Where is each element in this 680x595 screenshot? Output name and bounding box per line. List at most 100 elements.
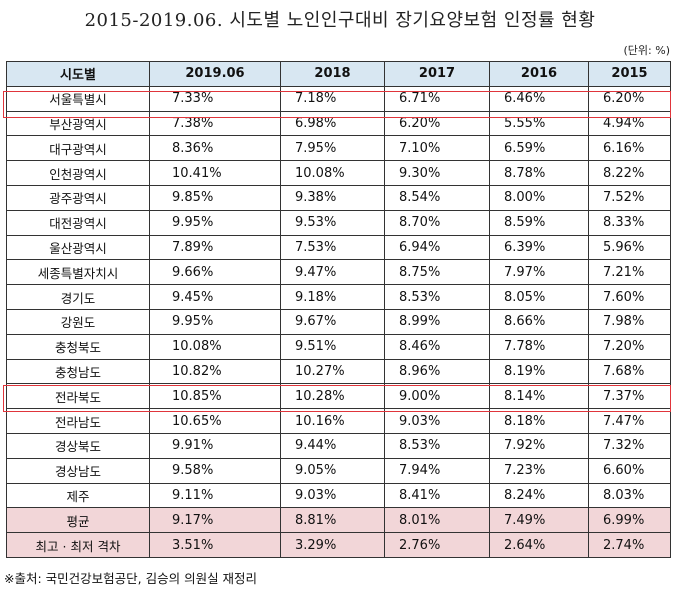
value-cell: 2.76% bbox=[384, 532, 490, 558]
region-cell: 강원도 bbox=[6, 308, 150, 335]
value-cell: 7.32% bbox=[588, 432, 671, 459]
value-cell: 8.19% bbox=[489, 358, 589, 385]
value-cell: 7.23% bbox=[489, 457, 589, 484]
region-cell: 전라남도 bbox=[6, 408, 150, 434]
value-text: 7.97% bbox=[504, 264, 546, 280]
value-cell: 8.96% bbox=[384, 358, 490, 385]
value-text: 9.03% bbox=[399, 413, 441, 429]
summary-row: 최고 · 최저 격차 3.51% 3.29% 2.76% 2.64% 2.74% bbox=[6, 532, 671, 558]
value-cell: 10.85% bbox=[149, 383, 281, 410]
region-cell: 전라북도 bbox=[6, 383, 150, 410]
value-cell: 9.17% bbox=[149, 507, 281, 534]
value-cell: 5.96% bbox=[588, 234, 671, 261]
value-cell: 8.54% bbox=[384, 184, 490, 211]
value-cell: 7.21% bbox=[588, 259, 671, 286]
value-cell: 9.00% bbox=[384, 383, 490, 410]
table-header: 시도별 2019.06 2018 2017 2016 2015 bbox=[6, 61, 671, 87]
value-cell: 6.20% bbox=[384, 110, 490, 137]
value-text: 6.46% bbox=[504, 91, 546, 107]
table-row: 부산광역시 7.38% 6.98% 6.20% 5.55% 4.94% bbox=[6, 110, 671, 137]
header-2016: 2016 bbox=[489, 61, 589, 87]
value-text: 9.53% bbox=[295, 215, 337, 231]
table-row: 전라남도 10.65% 10.16% 9.03% 8.18% 7.47% bbox=[6, 408, 671, 434]
value-text: 7.89% bbox=[172, 239, 214, 255]
unit-note: (단위: %) bbox=[623, 44, 670, 57]
value-text: 7.92% bbox=[504, 438, 546, 454]
value-text: 9.58% bbox=[172, 463, 214, 479]
summary-row: 평균 9.17% 8.81% 8.01% 7.49% 6.99% bbox=[6, 507, 671, 534]
value-cell: 9.85% bbox=[149, 184, 281, 211]
value-cell: 8.53% bbox=[384, 284, 490, 310]
value-cell: 7.89% bbox=[149, 234, 281, 261]
value-cell: 10.08% bbox=[149, 333, 281, 360]
value-cell: 10.08% bbox=[280, 160, 385, 186]
value-text: 9.95% bbox=[172, 215, 214, 231]
value-text: 8.41% bbox=[399, 487, 441, 503]
value-text: 6.20% bbox=[399, 115, 441, 131]
value-cell: 8.78% bbox=[489, 160, 589, 186]
value-text: 9.45% bbox=[172, 289, 214, 305]
value-cell: 7.33% bbox=[149, 85, 281, 112]
header-region: 시도별 bbox=[6, 61, 150, 87]
value-cell: 2.64% bbox=[489, 532, 589, 558]
value-text: 8.00% bbox=[504, 190, 546, 206]
value-text: 2.64% bbox=[504, 537, 546, 553]
value-text: 10.08% bbox=[295, 165, 345, 181]
value-text: 7.98% bbox=[603, 314, 645, 330]
value-cell: 8.33% bbox=[588, 209, 671, 236]
table-row: 충청남도 10.82% 10.27% 8.96% 8.19% 7.68% bbox=[6, 358, 671, 385]
value-text: 6.98% bbox=[295, 115, 337, 131]
value-text: 8.66% bbox=[504, 314, 546, 330]
value-text: 8.01% bbox=[399, 512, 441, 528]
value-text: 7.32% bbox=[603, 438, 645, 454]
region-cell: 서울특별시 bbox=[6, 85, 150, 112]
value-cell: 7.10% bbox=[384, 135, 490, 162]
region-cell: 경기도 bbox=[6, 284, 150, 310]
value-cell: 7.60% bbox=[588, 284, 671, 310]
value-text: 8.75% bbox=[399, 264, 441, 280]
value-text: 6.99% bbox=[603, 512, 645, 528]
value-cell: 9.44% bbox=[280, 432, 385, 459]
value-cell: 6.98% bbox=[280, 110, 385, 137]
value-text: 8.78% bbox=[504, 165, 546, 181]
value-cell: 3.51% bbox=[149, 532, 281, 558]
value-cell: 8.53% bbox=[384, 432, 490, 459]
value-text: 8.24% bbox=[504, 487, 546, 503]
value-text: 8.54% bbox=[399, 190, 441, 206]
value-cell: 6.16% bbox=[588, 135, 671, 162]
region-cell: 충청남도 bbox=[6, 358, 150, 385]
table-row: 강원도 9.95% 9.67% 8.99% 8.66% 7.98% bbox=[6, 308, 671, 335]
value-text: 9.03% bbox=[295, 487, 337, 503]
value-text: 2.74% bbox=[603, 537, 645, 553]
header-2015: 2015 bbox=[588, 61, 671, 87]
table-row: 전라북도 10.85% 10.28% 9.00% 8.14% 7.37% bbox=[6, 383, 671, 410]
value-cell: 6.20% bbox=[588, 85, 671, 112]
value-text: 9.95% bbox=[172, 314, 214, 330]
value-cell: 8.75% bbox=[384, 259, 490, 286]
value-cell: 9.53% bbox=[280, 209, 385, 236]
value-text: 7.78% bbox=[504, 339, 546, 355]
value-text: 7.33% bbox=[172, 91, 214, 107]
value-text: 10.85% bbox=[172, 388, 222, 404]
header-2018: 2018 bbox=[280, 61, 385, 87]
value-text: 8.81% bbox=[295, 512, 337, 528]
value-text: 7.53% bbox=[295, 239, 337, 255]
region-cell: 평균 bbox=[6, 507, 150, 534]
value-text: 3.29% bbox=[295, 537, 337, 553]
value-cell: 7.98% bbox=[588, 308, 671, 335]
value-text: 6.59% bbox=[504, 140, 546, 156]
value-cell: 8.36% bbox=[149, 135, 281, 162]
value-text: 10.41% bbox=[172, 165, 222, 181]
value-text: 7.94% bbox=[399, 463, 441, 479]
value-text: 7.60% bbox=[603, 289, 645, 305]
value-text: 10.08% bbox=[172, 339, 222, 355]
value-text: 6.16% bbox=[603, 140, 645, 156]
table-row: 경기도 9.45% 9.18% 8.53% 8.05% 7.60% bbox=[6, 284, 671, 310]
value-cell: 8.41% bbox=[384, 482, 490, 509]
value-cell: 8.24% bbox=[489, 482, 589, 509]
value-cell: 10.82% bbox=[149, 358, 281, 385]
value-cell: 7.47% bbox=[588, 408, 671, 434]
value-cell: 8.99% bbox=[384, 308, 490, 335]
table-body: 서울특별시 7.33% 7.18% 6.71% 6.46% 6.20% 부산광역시 7.38%… bbox=[6, 85, 671, 558]
value-text: 7.47% bbox=[603, 413, 645, 429]
